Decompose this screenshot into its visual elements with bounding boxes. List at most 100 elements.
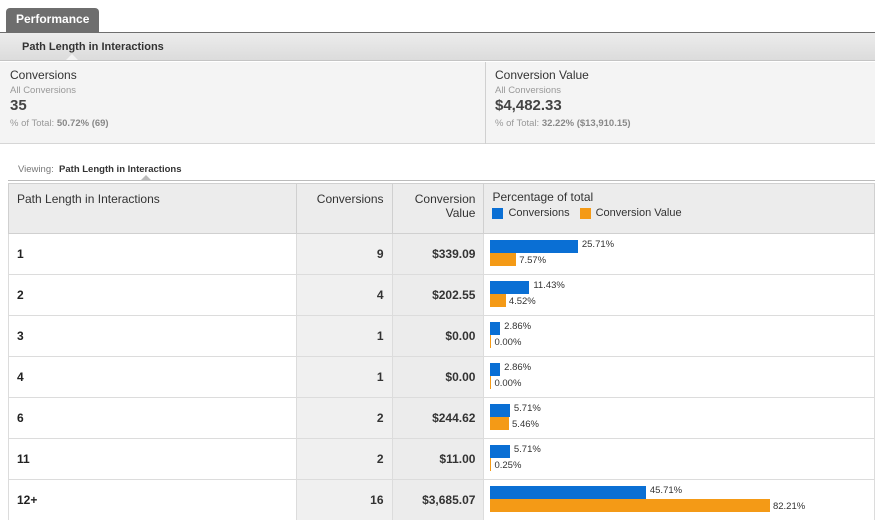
subheader-title[interactable]: Path Length in Interactions bbox=[22, 41, 164, 53]
bar-conversions-label: 2.86% bbox=[504, 321, 532, 332]
metric-sub: All Conversions bbox=[10, 85, 76, 96]
metric-pct: % of Total: 32.22% ($13,910.15) bbox=[495, 118, 631, 129]
cell-percentage-bars: 5.71% 5.46% bbox=[483, 397, 875, 439]
cell-percentage-bars: 2.86% 0.00% bbox=[483, 315, 875, 357]
bar-conversions-label: 45.71% bbox=[649, 485, 683, 496]
cell-percentage-bars: 2.86% 0.00% bbox=[483, 356, 875, 398]
header-value-line1: Conversion bbox=[414, 192, 476, 206]
table-row: 11 2 $11.00 5.71% 0.25% bbox=[8, 438, 875, 480]
viewing-label: Viewing: Path Length in Interactions bbox=[18, 164, 181, 175]
bar-conversion-value bbox=[490, 458, 492, 471]
cell-conversion-value: $11.00 bbox=[391, 438, 485, 480]
metric-pct-value: 50.72% (69) bbox=[56, 118, 109, 129]
bar-group: 5.71% 0.25% bbox=[490, 443, 870, 477]
bar-conversions-label: 25.71% bbox=[581, 239, 615, 250]
table-row: 2 4 $202.55 11.43% 4.52% bbox=[8, 274, 875, 316]
cell-conversion-value: $244.62 bbox=[391, 397, 485, 439]
metric-pct-prefix: % of Total: bbox=[10, 118, 57, 129]
bar-conversions bbox=[490, 322, 501, 335]
header-percentage-title: Percentage of total bbox=[492, 190, 594, 204]
header-percentage: Percentage of total Conversions Conversi… bbox=[483, 183, 875, 234]
metric-sub: All Conversions bbox=[495, 85, 561, 96]
bar-conversion-value bbox=[490, 417, 510, 430]
bar-conversion-value-label: 7.57% bbox=[519, 255, 547, 266]
bar-conversion-value-label: 5.46% bbox=[512, 419, 539, 430]
legend-value-swatch bbox=[579, 207, 591, 219]
bar-group: 2.86% 0.00% bbox=[490, 320, 870, 354]
bar-conversions bbox=[490, 363, 501, 376]
viewing-dimension[interactable]: Path Length in Interactions bbox=[59, 164, 182, 175]
bar-conversion-value bbox=[490, 376, 492, 389]
metric-pct-value: 32.22% ($13,910.15) bbox=[541, 118, 631, 129]
bar-conversion-value-label: 0.00% bbox=[494, 337, 522, 348]
bar-conversions bbox=[490, 445, 510, 458]
bar-group: 45.71% 82.21% bbox=[490, 484, 870, 518]
bar-conversions-label: 5.71% bbox=[513, 444, 541, 455]
table-row: 4 1 $0.00 2.86% 0.00% bbox=[8, 356, 875, 398]
bar-conversions bbox=[490, 404, 510, 417]
bar-conversion-value-label: 0.25% bbox=[494, 460, 522, 471]
cell-conversion-value: $3,685.07 bbox=[391, 479, 485, 520]
cell-path-length[interactable]: 2 bbox=[8, 274, 297, 316]
chart-legend: Conversions Conversion Value bbox=[492, 207, 866, 219]
bar-conversions-label: 11.43% bbox=[533, 280, 565, 291]
bar-conversion-value bbox=[490, 499, 770, 512]
viewing-divider bbox=[8, 180, 875, 181]
cell-conversion-value: $339.09 bbox=[391, 233, 485, 275]
legend-conversions-swatch bbox=[492, 207, 504, 219]
metric-name: Conversions bbox=[10, 68, 77, 82]
bar-conversions-label: 5.71% bbox=[513, 403, 541, 414]
cell-path-length[interactable]: 1 bbox=[8, 233, 297, 275]
header-value-line2: Value bbox=[445, 206, 476, 220]
cell-percentage-bars: 5.71% 0.25% bbox=[483, 438, 875, 480]
table-header-row: Path Length in Interactions Conversions … bbox=[8, 183, 875, 234]
cell-path-length[interactable]: 4 bbox=[8, 356, 297, 398]
header-conversions[interactable]: Conversions bbox=[295, 183, 393, 234]
metric-pct: % of Total: 50.72% (69) bbox=[10, 118, 109, 129]
table-row: 1 9 $339.09 25.71% 7.57% bbox=[8, 233, 875, 275]
bar-conversions bbox=[490, 486, 646, 499]
cell-percentage-bars: 25.71% 7.57% bbox=[483, 233, 875, 275]
cell-conversion-value: $202.55 bbox=[391, 274, 485, 316]
bar-group: 2.86% 0.00% bbox=[490, 361, 870, 395]
metric-name: Conversion Value bbox=[495, 68, 589, 82]
cell-path-length[interactable]: 11 bbox=[8, 438, 297, 480]
bar-group: 5.71% 5.46% bbox=[490, 402, 870, 436]
report-subheader: Path Length in Interactions bbox=[0, 33, 875, 61]
table-row: 3 1 $0.00 2.86% 0.00% bbox=[8, 315, 875, 357]
bar-group: 25.71% 7.57% bbox=[490, 238, 870, 272]
bar-conversions bbox=[490, 240, 578, 253]
cell-percentage-bars: 45.71% 82.21% bbox=[483, 479, 875, 520]
cell-path-length[interactable]: 3 bbox=[8, 315, 297, 357]
cell-conversion-value: $0.00 bbox=[391, 356, 485, 398]
bar-group: 11.43% 4.52% bbox=[490, 279, 870, 313]
subheader-pointer bbox=[66, 54, 78, 60]
cell-conversions: 9 bbox=[295, 233, 393, 275]
tabbar-divider bbox=[0, 32, 875, 33]
path-length-table: Path Length in Interactions Conversions … bbox=[8, 183, 875, 520]
table-row: 6 2 $244.62 5.71% 5.46% bbox=[8, 397, 875, 439]
viewing-prefix: Viewing: bbox=[18, 164, 54, 175]
table-row: 12+ 16 $3,685.07 45.71% 82.21% bbox=[8, 479, 875, 520]
metric-value: $4,482.33 bbox=[495, 97, 562, 114]
viewing-pointer bbox=[141, 175, 151, 180]
cell-percentage-bars: 11.43% 4.52% bbox=[483, 274, 875, 316]
cell-conversion-value: $0.00 bbox=[391, 315, 485, 357]
bar-conversions-label: 2.86% bbox=[504, 362, 532, 373]
bar-conversion-value-label: 0.00% bbox=[494, 378, 522, 389]
cell-path-length[interactable]: 12+ bbox=[8, 479, 297, 520]
cell-path-length[interactable]: 6 bbox=[8, 397, 297, 439]
bar-conversion-value bbox=[490, 335, 492, 348]
legend-conversions-label: Conversions bbox=[508, 207, 570, 219]
legend-value-label: Conversion Value bbox=[595, 207, 682, 219]
tab-performance[interactable]: Performance bbox=[6, 8, 100, 32]
cell-conversions: 16 bbox=[295, 479, 393, 520]
header-path-length[interactable]: Path Length in Interactions bbox=[8, 183, 297, 234]
header-conversion-value[interactable]: Conversion Value bbox=[391, 183, 485, 234]
bar-conversion-value bbox=[490, 294, 506, 307]
cell-conversions: 1 bbox=[295, 356, 393, 398]
bar-conversion-value-label: 82.21% bbox=[772, 501, 806, 512]
metric-conversion-value: Conversion Value All Conversions $4,482.… bbox=[487, 62, 875, 144]
metric-conversions: Conversions All Conversions 35 % of Tota… bbox=[0, 62, 486, 144]
cell-conversions: 2 bbox=[295, 438, 393, 480]
